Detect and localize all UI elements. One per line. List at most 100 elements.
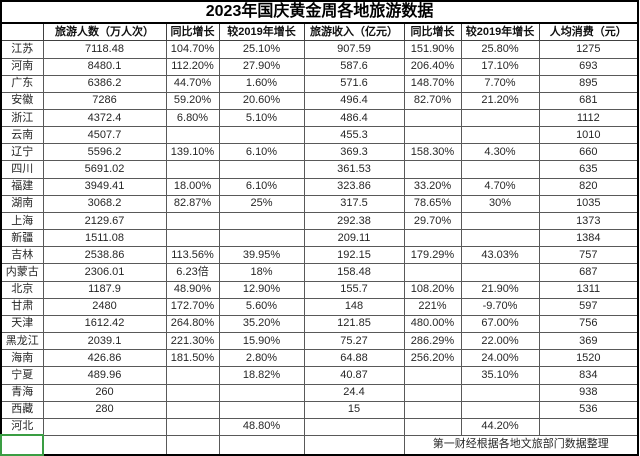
value-cell[interactable]: 206.40% (403, 57, 462, 76)
value-cell[interactable]: 571.6 (303, 74, 405, 93)
value-cell[interactable] (460, 383, 540, 402)
value-cell[interactable]: 756 (538, 314, 639, 334)
value-cell[interactable]: 681 (538, 91, 639, 111)
value-cell[interactable]: 1373 (538, 211, 639, 231)
province-cell[interactable]: 新疆 (0, 229, 44, 248)
province-cell[interactable]: 西藏 (0, 400, 44, 419)
value-cell[interactable]: 1384 (538, 229, 639, 248)
value-cell[interactable]: 22.00% (460, 332, 540, 351)
value-cell[interactable]: 151.90% (403, 40, 462, 59)
value-cell[interactable]: 33.20% (403, 177, 462, 196)
province-cell[interactable]: 湖南 (0, 194, 44, 213)
value-cell[interactable]: 148.70% (403, 74, 462, 93)
value-cell[interactable]: 108.20% (403, 280, 462, 299)
value-cell[interactable]: 12.90% (218, 280, 305, 299)
value-cell[interactable] (165, 211, 220, 231)
value-cell[interactable]: 82.87% (165, 194, 220, 213)
province-cell[interactable]: 四川 (0, 160, 44, 179)
value-cell[interactable]: 35.10% (460, 366, 540, 385)
value-cell[interactable]: 1612.42 (42, 314, 167, 334)
value-cell[interactable] (403, 400, 462, 419)
value-cell[interactable] (403, 417, 462, 436)
value-cell[interactable]: 1511.08 (42, 229, 167, 248)
value-cell[interactable]: -9.70% (460, 297, 540, 316)
value-cell[interactable]: 597 (538, 297, 639, 316)
empty-cell[interactable] (303, 434, 405, 456)
value-cell[interactable] (460, 263, 540, 282)
value-cell[interactable]: 25.80% (460, 40, 540, 59)
value-cell[interactable]: 25.10% (218, 40, 305, 59)
value-cell[interactable]: 7118.48 (42, 40, 167, 59)
value-cell[interactable] (218, 400, 305, 419)
value-cell[interactable]: 172.70% (165, 297, 220, 316)
value-cell[interactable]: 179.29% (403, 246, 462, 265)
value-cell[interactable]: 40.87 (303, 366, 405, 385)
value-cell[interactable]: 256.20% (403, 349, 462, 368)
value-cell[interactable] (218, 160, 305, 179)
value-cell[interactable]: 455.3 (303, 126, 405, 145)
value-cell[interactable]: 4.70% (460, 177, 540, 196)
value-cell[interactable]: 323.86 (303, 177, 405, 196)
value-cell[interactable]: 6.80% (165, 109, 220, 128)
value-cell[interactable]: 5691.02 (42, 160, 167, 179)
value-cell[interactable]: 2129.67 (42, 211, 167, 231)
value-cell[interactable]: 486.4 (303, 109, 405, 128)
value-cell[interactable]: 1010 (538, 126, 639, 145)
value-cell[interactable]: 59.20% (165, 91, 220, 111)
value-cell[interactable] (165, 160, 220, 179)
value-cell[interactable]: 139.10% (165, 143, 220, 162)
value-cell[interactable]: 6.10% (218, 143, 305, 162)
province-cell[interactable]: 辽宁 (0, 143, 44, 162)
value-cell[interactable]: 687 (538, 263, 639, 282)
value-cell[interactable]: 209.11 (303, 229, 405, 248)
province-cell[interactable]: 浙江 (0, 109, 44, 128)
value-cell[interactable]: 7.70% (460, 74, 540, 93)
value-cell[interactable]: 496.4 (303, 91, 405, 111)
value-cell[interactable]: 264.80% (165, 314, 220, 334)
province-cell[interactable]: 内蒙古 (0, 263, 44, 282)
value-cell[interactable]: 369 (538, 332, 639, 351)
value-cell[interactable]: 660 (538, 143, 639, 162)
value-cell[interactable]: 104.70% (165, 40, 220, 59)
value-cell[interactable]: 292.38 (303, 211, 405, 231)
province-cell[interactable]: 河南 (0, 57, 44, 76)
value-cell[interactable] (538, 417, 639, 436)
value-cell[interactable]: 6386.2 (42, 74, 167, 93)
value-cell[interactable]: 4372.4 (42, 109, 167, 128)
value-cell[interactable]: 18.82% (218, 366, 305, 385)
empty-cell[interactable] (42, 434, 167, 456)
value-cell[interactable] (403, 160, 462, 179)
value-cell[interactable] (165, 383, 220, 402)
value-cell[interactable] (303, 417, 405, 436)
value-cell[interactable]: 21.90% (460, 280, 540, 299)
value-cell[interactable] (165, 417, 220, 436)
province-cell[interactable]: 黑龙江 (0, 332, 44, 351)
value-cell[interactable]: 67.00% (460, 314, 540, 334)
value-cell[interactable] (165, 400, 220, 419)
value-cell[interactable]: 158.30% (403, 143, 462, 162)
value-cell[interactable]: 2538.86 (42, 246, 167, 265)
value-cell[interactable]: 260 (42, 383, 167, 402)
value-cell[interactable] (218, 211, 305, 231)
value-cell[interactable]: 2.80% (218, 349, 305, 368)
value-cell[interactable]: 280 (42, 400, 167, 419)
value-cell[interactable]: 43.03% (460, 246, 540, 265)
value-cell[interactable] (460, 160, 540, 179)
selected-cell[interactable] (0, 434, 44, 456)
value-cell[interactable]: 1187.9 (42, 280, 167, 299)
value-cell[interactable]: 158.48 (303, 263, 405, 282)
value-cell[interactable] (403, 126, 462, 145)
value-cell[interactable]: 24.4 (303, 383, 405, 402)
province-cell[interactable]: 吉林 (0, 246, 44, 265)
value-cell[interactable]: 15.90% (218, 332, 305, 351)
province-cell[interactable]: 青海 (0, 383, 44, 402)
value-cell[interactable]: 48.80% (218, 417, 305, 436)
value-cell[interactable]: 6.10% (218, 177, 305, 196)
province-cell[interactable]: 海南 (0, 349, 44, 368)
value-cell[interactable]: 221.30% (165, 332, 220, 351)
value-cell[interactable]: 1275 (538, 40, 639, 59)
province-cell[interactable]: 河北 (0, 417, 44, 436)
value-cell[interactable]: 21.20% (460, 91, 540, 111)
value-cell[interactable]: 938 (538, 383, 639, 402)
value-cell[interactable]: 29.70% (403, 211, 462, 231)
